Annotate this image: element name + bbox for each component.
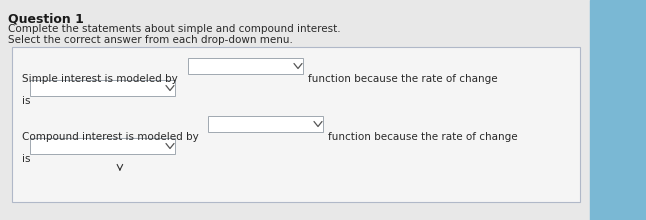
- Text: Simple interest is modeled by: Simple interest is modeled by: [22, 74, 178, 84]
- Text: Compound interest is modeled by: Compound interest is modeled by: [22, 132, 199, 142]
- Text: Complete the statements about simple and compound interest.: Complete the statements about simple and…: [8, 24, 340, 34]
- Text: is: is: [22, 154, 30, 164]
- Text: is: is: [22, 96, 30, 106]
- FancyBboxPatch shape: [30, 138, 175, 154]
- Bar: [590, 0, 646, 220]
- Text: function because the rate of change: function because the rate of change: [328, 132, 517, 142]
- FancyBboxPatch shape: [12, 47, 580, 202]
- FancyBboxPatch shape: [208, 116, 323, 132]
- Text: Question 1: Question 1: [8, 12, 84, 25]
- Text: function because the rate of change: function because the rate of change: [308, 74, 497, 84]
- Text: Select the correct answer from each drop-down menu.: Select the correct answer from each drop…: [8, 35, 293, 45]
- FancyBboxPatch shape: [30, 80, 175, 96]
- FancyBboxPatch shape: [188, 58, 303, 74]
